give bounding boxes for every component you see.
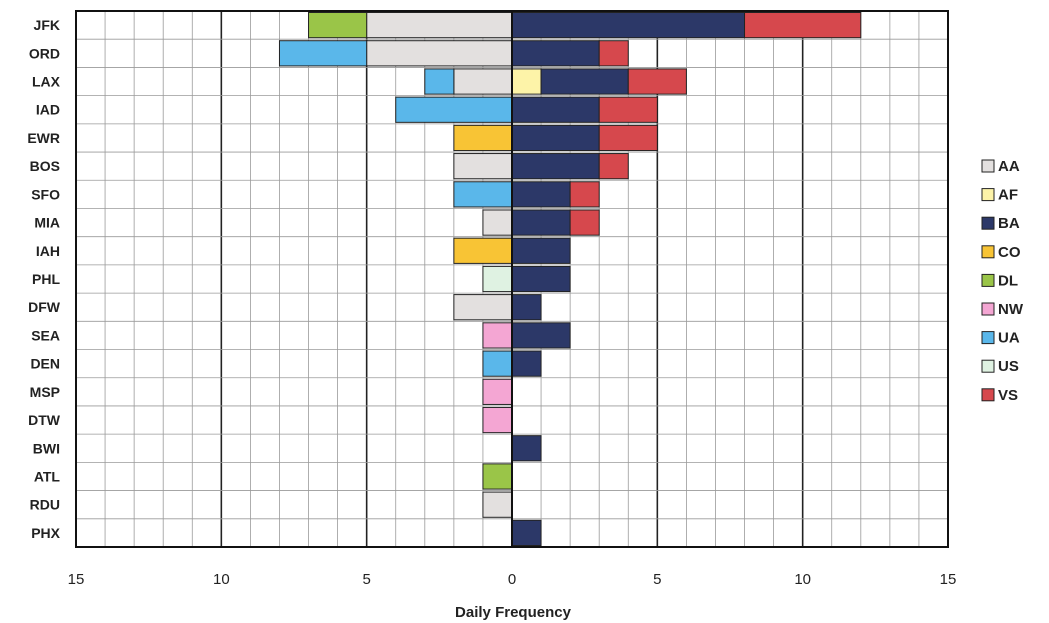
- legend-swatch-US: [981, 359, 995, 373]
- bar-SFO-VS: [569, 181, 600, 208]
- x-axis-title: Daily Frequency: [455, 604, 572, 621]
- bar-MIA-VS: [569, 209, 600, 236]
- bar-EWR-CO: [453, 124, 513, 152]
- legend-swatch-DL: [981, 273, 995, 287]
- bar-SFO-BA: [511, 181, 571, 208]
- category-label: DTW: [28, 412, 61, 428]
- bar-LAX-AA: [453, 68, 513, 95]
- bar-DEN-UA: [482, 350, 513, 377]
- bar-BOS-BA: [511, 153, 600, 180]
- category-label: ATL: [34, 468, 61, 484]
- bar-SFO-UA: [453, 181, 513, 208]
- bar-MIA-AA: [482, 209, 513, 236]
- x-tick-label: 15: [940, 571, 957, 588]
- bar-PHL-BA: [511, 265, 571, 293]
- category-label: IAD: [36, 102, 60, 118]
- legend-swatch-BA: [981, 216, 995, 230]
- legend-label-DL: DL: [998, 272, 1018, 289]
- bar-LAX-VS: [627, 68, 687, 95]
- category-label: DEN: [30, 356, 60, 372]
- bar-LAX-BA: [540, 68, 629, 95]
- legend-swatch-AF: [981, 188, 995, 202]
- category-label: DFW: [28, 299, 61, 315]
- bar-LAX-AF: [511, 68, 542, 95]
- x-tick-label: 15: [68, 571, 85, 588]
- category-labels: JFK ORD LAX IAD EWR BOS SFO MIA IAH PHL DFW SEA DEN M…: [27, 17, 60, 541]
- bar-LAX-UA: [424, 68, 455, 95]
- bar-IAH-CO: [453, 237, 513, 264]
- legend-label-VS: VS: [998, 387, 1018, 404]
- bar-JFK-VS: [744, 12, 862, 39]
- category-label: LAX: [32, 74, 61, 90]
- category-label: MSP: [30, 384, 60, 400]
- category-label: MIA: [34, 215, 60, 231]
- bar-JFK-BA: [511, 12, 746, 39]
- legend-swatch-NW: [981, 302, 995, 316]
- category-label: SFO: [31, 186, 60, 202]
- bar-EWR-BA: [511, 124, 600, 152]
- legend-swatch-CO: [981, 245, 995, 259]
- bar-EWR-VS: [598, 124, 658, 152]
- category-label: SEA: [31, 327, 60, 343]
- bar-MSP-NW: [482, 378, 513, 405]
- x-tick-label: 0: [508, 571, 516, 588]
- bar-ORD-AA: [366, 40, 513, 67]
- bar-ORD-UA: [278, 40, 368, 67]
- x-tick-label: 10: [794, 571, 811, 588]
- bar-BOS-AA: [453, 153, 513, 180]
- bar-PHX-BA: [511, 519, 542, 547]
- bar-BOS-VS: [598, 153, 629, 180]
- bar-IAD-VS: [598, 96, 658, 123]
- category-label: EWR: [27, 130, 60, 146]
- bar-DFW-AA: [453, 294, 513, 321]
- legend-label-CO: CO: [998, 244, 1021, 261]
- bar-SEA-NW: [482, 322, 513, 349]
- category-label: RDU: [30, 497, 60, 513]
- bar-DEN-BA: [511, 350, 542, 377]
- legend-swatch-VS: [981, 388, 995, 402]
- x-tick-label: 5: [653, 571, 661, 588]
- category-label: PHL: [32, 271, 60, 287]
- bar-PHL-US: [482, 265, 513, 293]
- category-label: BWI: [33, 440, 60, 456]
- category-label: IAH: [36, 243, 60, 259]
- bar-JFK-DL: [308, 12, 368, 39]
- x-tick-labels: 15 10 5 0 5 10 15: [68, 571, 957, 588]
- legend-swatch-AA: [981, 159, 995, 173]
- legend-label-US: US: [998, 358, 1019, 375]
- bar-DTW-NW: [482, 406, 513, 434]
- bar-RDU-AA: [482, 491, 513, 518]
- legend: AA AF BA CO DL NW UA US VS: [981, 158, 1024, 404]
- bar-DFW-BA: [511, 294, 542, 321]
- bar-ORD-VS: [598, 40, 629, 67]
- legend-label-NW: NW: [998, 301, 1024, 318]
- bar-BWI-BA: [511, 435, 542, 462]
- bar-ORD-BA: [511, 40, 600, 67]
- plot-frame: [75, 10, 949, 548]
- category-label: PHX: [31, 525, 60, 541]
- bar-JFK-AA: [366, 12, 513, 39]
- bar-SEA-BA: [511, 322, 571, 349]
- category-label: BOS: [30, 158, 60, 174]
- legend-swatch-UA: [981, 331, 995, 345]
- legend-label-AA: AA: [998, 158, 1020, 175]
- bar-MIA-BA: [511, 209, 571, 236]
- category-label: JFK: [34, 17, 60, 33]
- x-tick-label: 5: [362, 571, 370, 588]
- bar-ATL-DL: [482, 463, 513, 490]
- bar-IAD-BA: [511, 96, 600, 123]
- legend-label-AF: AF: [998, 187, 1018, 204]
- bar-IAD-UA: [395, 96, 513, 123]
- category-label: ORD: [29, 45, 60, 61]
- legend-label-UA: UA: [998, 330, 1020, 347]
- bar-IAH-BA: [511, 237, 571, 264]
- legend-label-BA: BA: [998, 215, 1020, 232]
- x-tick-label: 10: [213, 571, 230, 588]
